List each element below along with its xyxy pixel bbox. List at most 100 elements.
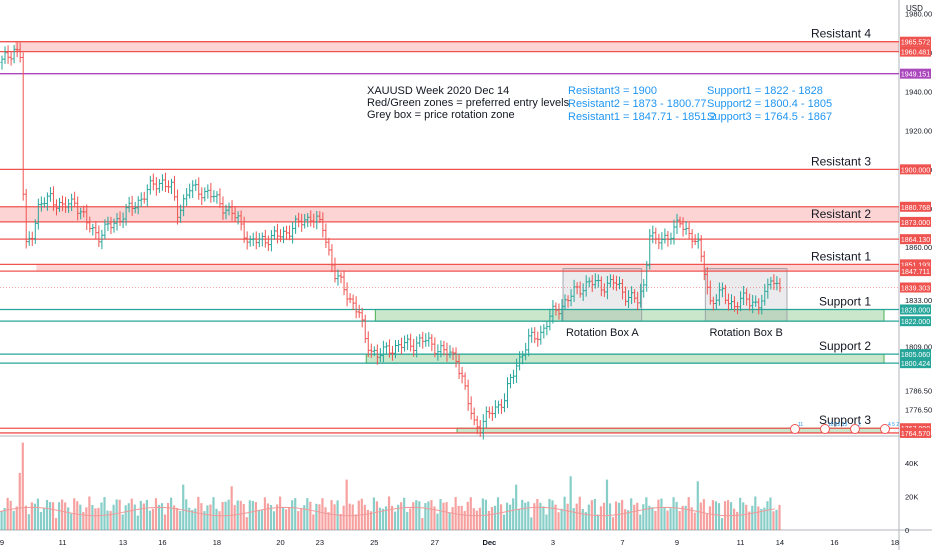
volume-bar: [509, 504, 512, 530]
volume-bar: [266, 503, 270, 530]
volume-bar: [309, 501, 312, 530]
price-tag-label: 1764.570: [901, 431, 930, 438]
volume-bar: [0, 511, 3, 530]
volume-bar: [6, 497, 9, 530]
volume-bar: [624, 509, 627, 530]
volume-bar: [103, 497, 106, 530]
volume-bar: [206, 505, 209, 530]
volume-bar: [406, 512, 409, 530]
volume-bar: [351, 504, 354, 530]
volume-bar: [58, 502, 61, 530]
volume-bar: [554, 504, 557, 530]
volume-bar: [372, 497, 376, 530]
volume-bar: [133, 504, 136, 530]
level-name-label: Support 1: [819, 294, 871, 308]
volume-bar: [67, 507, 70, 530]
volume-bar: [545, 514, 548, 530]
volume-bar: [191, 509, 194, 530]
volume-bar: [617, 502, 621, 530]
volume-bar: [436, 513, 439, 530]
volume-bar: [472, 508, 475, 530]
volume-bar: [366, 509, 369, 530]
volume-bar: [291, 500, 294, 530]
volume-bar: [720, 518, 724, 530]
volume-bar: [466, 501, 469, 530]
time-tick-label: 11: [737, 538, 745, 547]
volume-bar: [548, 498, 551, 530]
volume-bar: [275, 504, 279, 530]
event-marker-label: 4 5 2: [888, 422, 899, 428]
level-name-label: Support 2: [819, 339, 871, 353]
volume-bar: [151, 508, 155, 530]
volume-bar: [381, 508, 385, 530]
volume-bar: [584, 512, 587, 530]
price-tag-label: 1822.000: [901, 319, 930, 326]
volume-bar: [621, 499, 624, 530]
time-tick-label: 3: [551, 538, 555, 547]
volume-bar: [575, 503, 578, 530]
volume-bar: [82, 511, 85, 530]
price-tag: [900, 68, 931, 79]
level-name-label: Support 3: [819, 413, 871, 427]
volume-bar: [693, 512, 696, 530]
price-tag: [900, 358, 931, 369]
volume-bar: [412, 502, 415, 530]
volume-bar: [460, 505, 463, 530]
volume-bar: [263, 497, 267, 530]
volume-bar: [742, 502, 745, 530]
event-marker-icon[interactable]: [820, 424, 830, 434]
volume-bar: [481, 498, 484, 530]
time-tick-label: 11: [59, 538, 67, 547]
volume-bar: [663, 507, 666, 530]
event-marker-label: 11: [798, 422, 803, 428]
event-marker-icon[interactable]: [880, 424, 890, 434]
volume-bar: [648, 505, 651, 530]
volume-bar: [54, 518, 58, 530]
volume-bar: [130, 498, 133, 530]
volume-bar: [566, 503, 569, 530]
price-tag: [900, 216, 931, 227]
volume-bar: [524, 502, 527, 530]
volume-bar: [387, 496, 391, 530]
volume-bar: [397, 504, 400, 530]
price-tick-label: 1920.000: [905, 126, 932, 135]
volume-bar: [754, 496, 757, 530]
volume-bar: [726, 500, 730, 530]
volume-bar: [260, 510, 264, 530]
volume-bar: [403, 497, 406, 530]
volume-bar: [608, 503, 612, 530]
price-tag-label: 1805.060: [901, 352, 930, 359]
volume-bar: [739, 497, 742, 530]
volume-bar: [605, 479, 609, 530]
volume-bar: [745, 504, 748, 530]
volume-bar: [614, 501, 618, 530]
volume-bar: [24, 505, 27, 530]
volume-bar: [194, 508, 197, 530]
volume-bar: [345, 479, 348, 530]
volume-bar: [182, 484, 185, 530]
volume-bar: [94, 508, 97, 530]
time-tick-label: 9: [0, 538, 4, 547]
volume-bar: [300, 508, 303, 530]
volume-bar: [139, 500, 142, 530]
price-tick-label: 1940.000: [905, 87, 932, 96]
price-tick-label: 1860.000: [905, 243, 932, 252]
volume-bar: [227, 499, 230, 530]
volume-bar: [515, 484, 518, 530]
event-marker-icon[interactable]: [790, 424, 800, 434]
price-tag: [900, 201, 931, 212]
time-tick-label: 20: [276, 538, 284, 547]
time-tick-label: 14: [776, 538, 784, 547]
volume-bar: [179, 510, 182, 530]
volume-bar: [696, 481, 699, 530]
price-tag: [900, 349, 931, 360]
volume-bar: [766, 501, 769, 530]
volume-bar: [127, 503, 130, 530]
event-marker-icon[interactable]: [850, 424, 860, 434]
price-tag: [900, 164, 931, 175]
volume-bar: [651, 507, 654, 530]
volume-bar: [542, 506, 545, 530]
volume-bar: [306, 498, 309, 530]
